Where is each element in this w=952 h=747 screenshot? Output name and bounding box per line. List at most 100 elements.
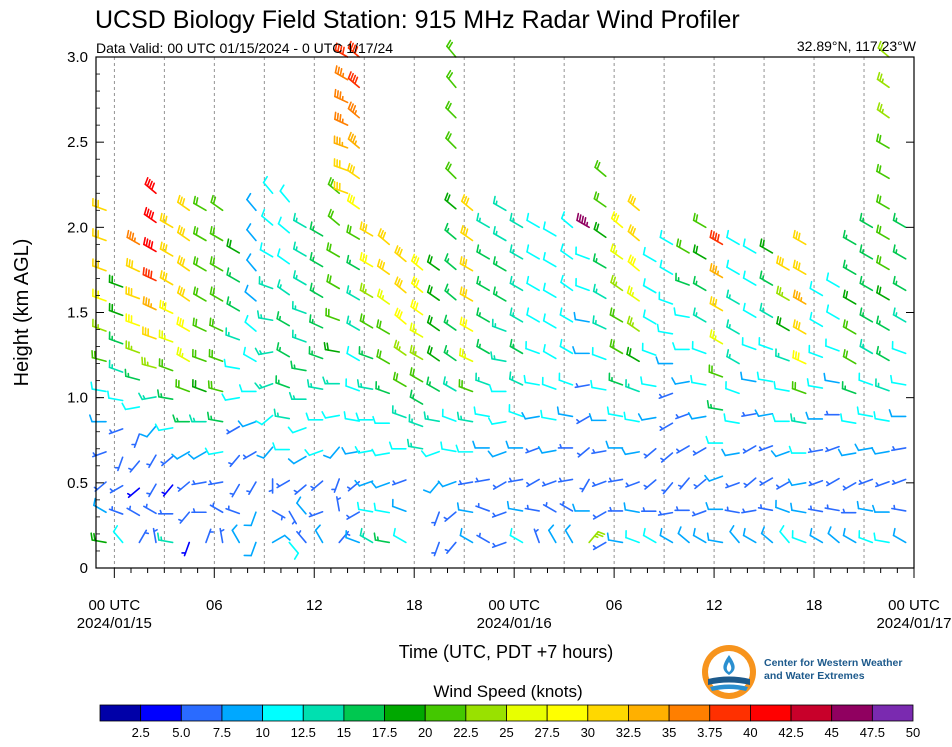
wind-barb bbox=[691, 510, 707, 517]
barb-flag bbox=[592, 315, 595, 324]
barb-flag bbox=[876, 315, 880, 324]
wind-barb bbox=[507, 477, 524, 483]
barb-flag bbox=[790, 502, 793, 512]
wind-barb bbox=[256, 310, 274, 322]
wind-barb bbox=[491, 511, 507, 518]
wind-barb bbox=[371, 448, 391, 457]
wind-barb bbox=[643, 479, 657, 490]
barb-flag bbox=[842, 319, 846, 328]
wind-barb bbox=[791, 530, 807, 544]
barb-half-flag bbox=[625, 482, 630, 487]
barb-flag bbox=[334, 65, 338, 74]
barb-flag bbox=[759, 270, 763, 279]
wind-barb bbox=[792, 259, 807, 275]
barb-flag bbox=[845, 320, 849, 329]
barb-flag bbox=[339, 45, 343, 54]
wind-barb bbox=[876, 102, 890, 119]
wind-barb bbox=[333, 180, 349, 195]
barb-half-flag bbox=[348, 259, 351, 265]
barb-flag bbox=[347, 131, 352, 140]
barb-flag bbox=[572, 503, 576, 512]
barb-half-flag bbox=[478, 249, 481, 255]
barb-staff bbox=[874, 450, 890, 455]
barb-flag bbox=[254, 347, 260, 356]
wind-barb bbox=[858, 530, 874, 544]
barb-staff bbox=[857, 507, 874, 512]
barb-flag bbox=[93, 497, 97, 507]
barb-staff bbox=[826, 279, 840, 288]
wind-barb bbox=[306, 379, 324, 390]
barb-flag bbox=[797, 262, 801, 271]
barb-flag bbox=[526, 307, 530, 316]
barb-flag bbox=[147, 239, 151, 249]
barb-half-flag bbox=[710, 403, 713, 409]
barb-flag bbox=[159, 212, 163, 222]
wind-barb bbox=[90, 532, 107, 544]
barb-half-flag bbox=[398, 346, 401, 352]
barb-staff bbox=[262, 446, 274, 459]
wind-barb bbox=[871, 447, 890, 455]
wind-barb bbox=[723, 413, 740, 425]
barb-flag bbox=[364, 254, 368, 264]
wind-barb bbox=[560, 211, 574, 229]
wind-barb bbox=[394, 276, 407, 294]
y-tick-label: 3.0 bbox=[67, 49, 88, 66]
data-valid-range: Data Valid: 00 UTC 01/15/2024 - 0 UTC 1/… bbox=[96, 40, 394, 56]
wind-barb bbox=[891, 504, 907, 512]
barb-staff bbox=[224, 365, 241, 370]
wind-barb bbox=[676, 445, 690, 454]
barb-flag bbox=[444, 192, 449, 201]
barb-flag bbox=[610, 274, 614, 284]
wind-barb bbox=[692, 275, 707, 292]
barb-half-flag bbox=[725, 483, 730, 488]
barb-flag bbox=[292, 270, 296, 279]
wind-barb bbox=[642, 309, 657, 325]
barb-flag bbox=[462, 317, 465, 327]
barb-flag bbox=[409, 344, 413, 354]
barb-flag bbox=[394, 307, 399, 316]
x-tick-label: 00 UTC bbox=[488, 597, 540, 614]
barb-flag bbox=[597, 530, 606, 536]
barb-flag bbox=[277, 216, 282, 225]
wind-barb bbox=[358, 346, 374, 360]
barb-flag bbox=[873, 411, 877, 420]
barb-staff bbox=[607, 413, 624, 418]
wind-barb bbox=[356, 501, 374, 513]
barb-half-flag bbox=[291, 520, 296, 525]
barb-flag bbox=[162, 214, 166, 223]
barb-half-flag bbox=[575, 383, 579, 388]
wind-barb bbox=[225, 505, 241, 515]
barb-flag bbox=[742, 527, 746, 537]
barb-flag bbox=[337, 66, 341, 75]
colorbar-label: 5.0 bbox=[172, 725, 190, 740]
barb-half-flag bbox=[643, 484, 648, 488]
barb-flag bbox=[677, 526, 682, 535]
barb-flag bbox=[792, 229, 796, 239]
barb-flag bbox=[859, 212, 863, 222]
wind-barb bbox=[446, 69, 457, 89]
barb-half-flag bbox=[661, 489, 667, 493]
barb-flag bbox=[394, 276, 399, 285]
wind-barb bbox=[288, 541, 300, 560]
barb-flag bbox=[188, 414, 193, 423]
wind-barb bbox=[323, 341, 341, 353]
barb-staff bbox=[760, 532, 774, 544]
barb-flag bbox=[465, 197, 470, 206]
barb-flag bbox=[148, 210, 152, 219]
barb-staff bbox=[146, 425, 157, 438]
barb-flag bbox=[323, 341, 327, 351]
barb-staff bbox=[726, 236, 740, 246]
wind-barb bbox=[445, 161, 457, 180]
barb-flag bbox=[805, 411, 810, 420]
wind-barb bbox=[346, 345, 361, 362]
barb-staff bbox=[677, 532, 690, 544]
barb-flag bbox=[611, 308, 615, 318]
barb-half-flag bbox=[810, 505, 813, 511]
barb-flag bbox=[381, 261, 386, 271]
barb-half-flag bbox=[534, 528, 539, 533]
wind-barb bbox=[88, 414, 107, 423]
barb-flag bbox=[326, 273, 330, 283]
barb-flag bbox=[462, 287, 465, 297]
barb-flag bbox=[206, 411, 210, 421]
wind-barb bbox=[725, 482, 740, 489]
